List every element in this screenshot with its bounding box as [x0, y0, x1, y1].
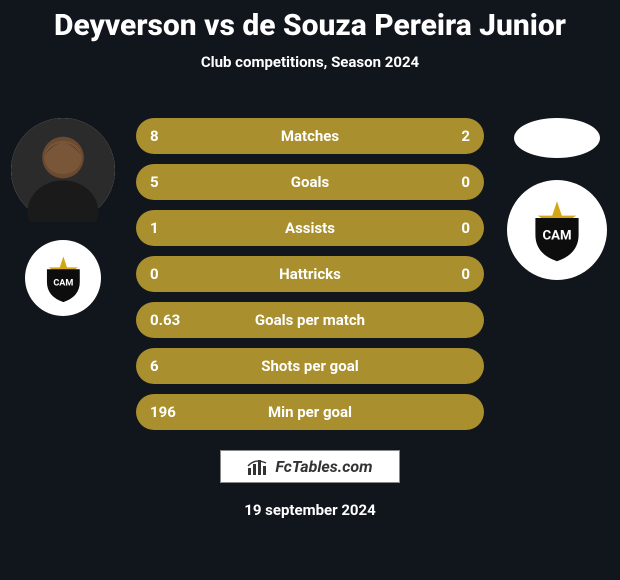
stat-value-right: 0: [430, 219, 470, 237]
stat-value-left: 0.63: [150, 311, 190, 329]
player-left-column: CAM: [0, 118, 120, 440]
fctables-label: FcTables.com: [275, 457, 372, 476]
club-shield-icon: CAM: [521, 194, 593, 266]
stat-value-left: 0: [150, 265, 190, 283]
player-right-avatar-placeholder: [514, 118, 600, 158]
columns: CAM 8Matches25Goals01Assists00Hattricks0…: [0, 118, 620, 440]
bar-chart-icon: [247, 458, 269, 476]
stat-value-right: 2: [430, 127, 470, 145]
subtitle: Club competitions, Season 2024: [0, 53, 620, 71]
stat-label: Shots per goal: [190, 357, 430, 375]
stat-value-right: 0: [430, 173, 470, 191]
stat-row: 0Hattricks0: [136, 256, 484, 292]
svg-text:CAM: CAM: [542, 229, 571, 244]
stat-value-left: 196: [150, 403, 190, 421]
date-label: 19 september 2024: [0, 501, 620, 519]
stat-value-left: 5: [150, 173, 190, 191]
fctables-badge[interactable]: FcTables.com: [220, 450, 399, 483]
player-left-avatar: [11, 118, 115, 222]
stats-column: 8Matches25Goals01Assists00Hattricks00.63…: [120, 118, 500, 440]
stat-row: 196Min per goal: [136, 394, 484, 430]
stat-row: 8Matches2: [136, 118, 484, 154]
comparison-card: Deyverson vs de Souza Pereira Junior Clu…: [0, 0, 620, 580]
stat-row: 5Goals0: [136, 164, 484, 200]
stat-label: Matches: [190, 127, 430, 145]
player-right-column: CAM: [500, 118, 620, 440]
player-left-club-badge: CAM: [25, 240, 101, 316]
stat-label: Goals per match: [190, 311, 430, 329]
stat-label: Hattricks: [190, 265, 430, 283]
footer: FcTables.com 19 september 2024: [0, 450, 620, 540]
stat-label: Assists: [190, 219, 430, 237]
svg-text:CAM: CAM: [53, 278, 73, 288]
stat-row: 1Assists0: [136, 210, 484, 246]
stat-value-left: 1: [150, 219, 190, 237]
page-title: Deyverson vs de Souza Pereira Junior: [0, 0, 620, 43]
stat-value-right: 0: [430, 265, 470, 283]
stat-value-left: 8: [150, 127, 190, 145]
stat-label: Goals: [190, 173, 430, 191]
club-shield-icon: CAM: [36, 251, 91, 306]
stat-label: Min per goal: [190, 403, 430, 421]
player-right-club-badge: CAM: [507, 180, 607, 280]
stat-value-left: 6: [150, 357, 190, 375]
avatar-placeholder-icon: [11, 118, 115, 222]
stat-row: 6Shots per goal: [136, 348, 484, 384]
stat-row: 0.63Goals per match: [136, 302, 484, 338]
